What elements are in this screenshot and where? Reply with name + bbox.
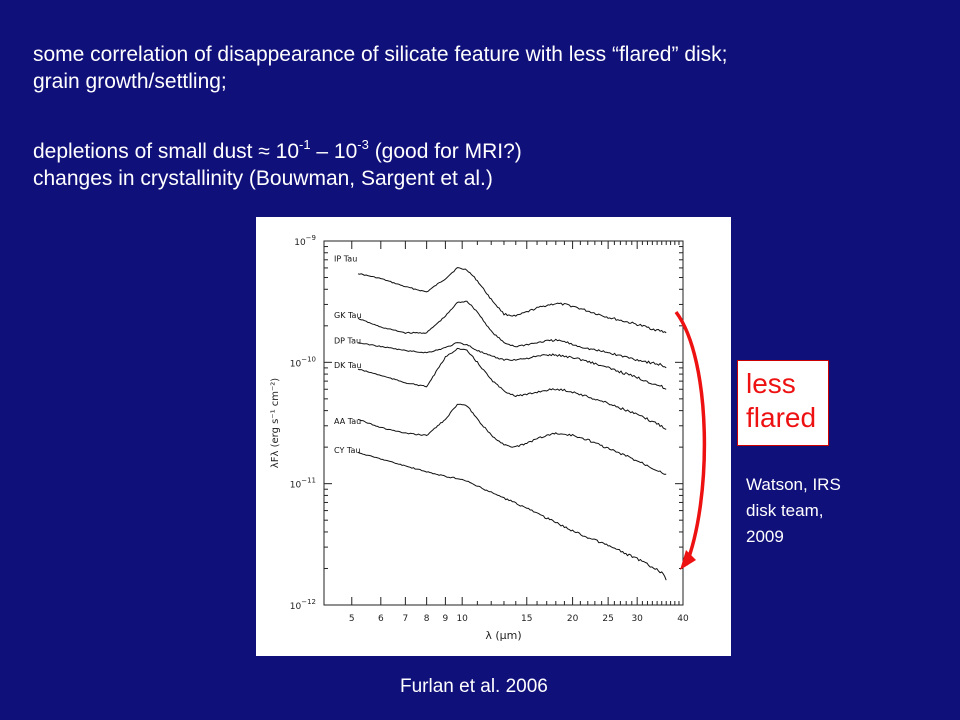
depletions-text-b: – 10 bbox=[310, 140, 358, 163]
x-tick-label: 20 bbox=[567, 614, 579, 624]
y-tick-exponent: −12 bbox=[301, 598, 316, 606]
series-label: AA Tau bbox=[334, 417, 361, 426]
x-tick-label: 25 bbox=[602, 614, 613, 624]
arrow-head bbox=[680, 550, 696, 570]
x-tick-label: 15 bbox=[521, 614, 532, 624]
x-tick-label: 10 bbox=[456, 614, 468, 624]
x-tick-label: 7 bbox=[403, 614, 409, 624]
credit-line-1: Watson, IRS bbox=[746, 475, 841, 494]
arrow-curve bbox=[674, 310, 707, 566]
x-tick-label: 30 bbox=[631, 614, 643, 624]
figure-caption: Furlan et al. 2006 bbox=[400, 676, 548, 697]
x-tick-label: 5 bbox=[349, 614, 355, 624]
credit-line-2: disk team, bbox=[746, 501, 824, 520]
credit-text: Watson, IRS disk team, 2009 bbox=[746, 472, 906, 550]
text-line-crystallinity: changes in crystallinity (Bouwman, Sarge… bbox=[33, 167, 493, 190]
series-line-aa-tau bbox=[357, 403, 667, 475]
series-label: DK Tau bbox=[334, 361, 361, 370]
x-tick-label: 6 bbox=[378, 614, 384, 624]
series-label: DP Tau bbox=[334, 336, 361, 345]
series-line-dp-tau bbox=[357, 342, 667, 390]
text-line-grain-growth: grain growth/settling; bbox=[33, 70, 227, 93]
depletions-text-c: (good for MRI?) bbox=[368, 140, 522, 163]
credit-line-3: 2009 bbox=[746, 527, 784, 546]
x-tick-label: 8 bbox=[424, 614, 430, 624]
text-line-depletions: depletions of small dust ≈ 10-1 – 10-3 (… bbox=[33, 138, 522, 165]
series-line-cy-tau bbox=[357, 451, 667, 581]
series-label: IP Tau bbox=[334, 254, 357, 263]
series-label: CY Tau bbox=[334, 446, 360, 455]
y-axis-label: λFλ (erg s⁻¹ cm⁻²) bbox=[270, 378, 281, 468]
label-line-flared: flared bbox=[746, 402, 817, 433]
text-line-silicate: some correlation of disappearance of sil… bbox=[33, 43, 728, 66]
spectra-figure: 10−9 10−10 10−11 10−12 5 6 7 8 9 10 15 20 25 30 40 λ (μ… bbox=[256, 217, 731, 656]
depletions-text-a: depletions of small dust ≈ 10 bbox=[33, 140, 300, 163]
less-flared-label: less flared bbox=[737, 360, 829, 446]
slide-text-block-2: depletions of small dust ≈ 10-1 – 10-3 (… bbox=[33, 138, 522, 192]
slide-text-block-1: some correlation of disappearance of sil… bbox=[33, 41, 728, 95]
series-line-ip-tau bbox=[357, 267, 667, 334]
y-tick-exponent: −10 bbox=[301, 355, 316, 363]
y-tick-exponent: −9 bbox=[306, 234, 316, 242]
series-label: GK Tau bbox=[334, 311, 362, 320]
exponent-1: -1 bbox=[299, 137, 311, 152]
series-line-dk-tau bbox=[357, 347, 667, 430]
x-axis-label: λ (μm) bbox=[485, 629, 521, 642]
x-tick-label: 40 bbox=[677, 614, 689, 624]
x-tick-label: 9 bbox=[443, 614, 449, 624]
series-line-gk-tau bbox=[357, 300, 667, 369]
y-tick-exponent: −11 bbox=[301, 477, 316, 485]
exponent-2: -3 bbox=[357, 137, 369, 152]
label-line-less: less bbox=[746, 368, 796, 399]
